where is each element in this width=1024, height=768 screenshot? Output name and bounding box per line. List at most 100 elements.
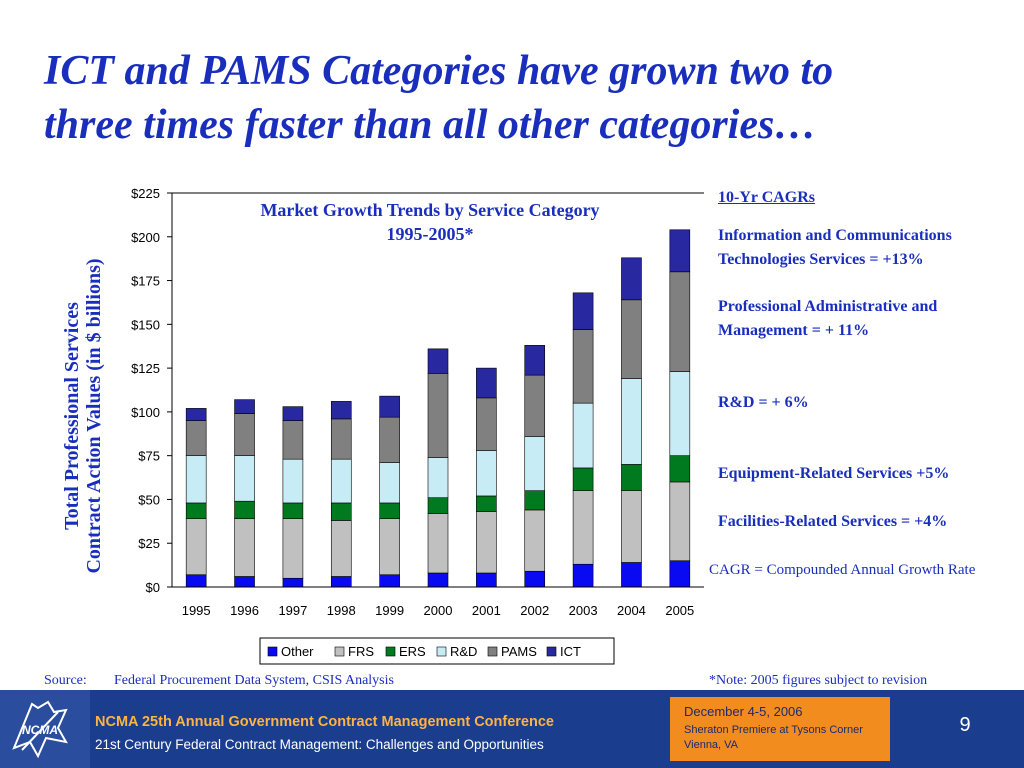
bar-other-2004	[621, 562, 642, 588]
bar-frs-1997	[282, 518, 304, 579]
bar-other-1995	[185, 574, 207, 588]
x-tick-label: 1995	[182, 603, 211, 618]
legend-swatch	[436, 646, 447, 657]
bar-ict-2004	[621, 257, 642, 301]
footer-bar: NCMA NCMA 25th Annual Government Contrac…	[0, 690, 1024, 768]
bar-frs-2005	[669, 481, 691, 562]
bar-other-2000	[427, 572, 449, 588]
bar-pams-2002	[524, 374, 546, 437]
bar-pams-1998	[330, 418, 352, 460]
source-text: Federal Procurement Data System, CSIS An…	[114, 673, 394, 688]
y-tick-label: $175	[131, 274, 160, 289]
bar-other-2001	[476, 572, 497, 588]
legend-label: FRS	[348, 644, 374, 659]
bar-other-2002	[524, 570, 546, 588]
bar-pams-1996	[234, 413, 255, 456]
bar-rd-1998	[330, 458, 352, 504]
y-tick-label: $100	[131, 405, 160, 420]
bar-pams-1999	[379, 416, 400, 463]
bar-pams-2003	[572, 329, 594, 404]
cagr-item-rd: R&D = + 6%	[718, 394, 809, 411]
slide-title-line-2: three times faster than all other catego…	[44, 102, 817, 148]
bar-other-1996	[234, 576, 255, 588]
bar-other-1999	[379, 574, 400, 588]
bar-other-2003	[572, 563, 594, 588]
bar-ict-1999	[379, 395, 400, 418]
revision-note: *Note: 2005 figures subject to revision	[709, 673, 928, 688]
x-tick-label: 1997	[278, 603, 307, 618]
bar-pams-1997	[282, 420, 304, 460]
bar-rd-2002	[524, 436, 546, 491]
ncma-logo-text: NCMA	[22, 723, 58, 737]
bar-ers-2002	[524, 490, 546, 511]
bar-ers-2003	[572, 467, 594, 491]
x-tick-label: 1999	[375, 603, 404, 618]
conference-title: NCMA 25th Annual Government Contract Man…	[95, 714, 554, 730]
y-tick-label: $50	[138, 492, 160, 507]
bar-ict-2002	[524, 345, 546, 376]
x-tick-label: 2004	[617, 603, 646, 618]
legend-label: Other	[281, 644, 314, 659]
bar-pams-2001	[476, 397, 497, 451]
bar-rd-1996	[234, 455, 255, 502]
slide-title: ICT and PAMS Categories have grown two t…	[44, 44, 1004, 152]
legend-swatch	[487, 646, 498, 657]
source-line: Source: Federal Procurement Data System, …	[44, 673, 394, 689]
cagr-item-ers: Equipment-Related Services +5%	[718, 465, 950, 482]
bar-other-1998	[330, 576, 352, 588]
slide-title-line-1: ICT and PAMS Categories have grown two t…	[44, 48, 834, 94]
bar-rd-1997	[282, 458, 304, 504]
y-tick-label: $0	[146, 580, 160, 595]
bar-ers-2000	[427, 497, 449, 514]
bar-ers-1996	[234, 500, 255, 520]
event-info-box: December 4-5, 2006 Sheraton Premiere at …	[670, 697, 890, 761]
venue-line-1: Sheraton Premiere at Tysons Corner	[684, 724, 863, 736]
source-label: Source:	[44, 673, 87, 688]
x-tick-label: 2000	[424, 603, 453, 618]
bar-rd-2004	[621, 378, 642, 465]
legend-swatch	[546, 646, 557, 657]
bar-ict-1998	[330, 401, 352, 420]
chart-title-line-2: 1995-2005*	[386, 224, 474, 244]
bar-pams-2004	[621, 299, 642, 379]
legend-swatch	[385, 646, 396, 657]
bar-frs-2003	[572, 490, 594, 565]
bar-rd-1999	[379, 462, 400, 504]
cagr-item-ict: Information and Communications Technolog…	[718, 227, 952, 268]
bar-ers-1995	[185, 502, 207, 520]
bar-ict-1997	[282, 406, 304, 421]
y-tick-label: $125	[131, 361, 160, 376]
bar-rd-2001	[476, 450, 497, 497]
legend-group: Other FRS ERS R&D PAMS ICT	[259, 637, 615, 665]
bar-rd-2000	[427, 457, 449, 498]
bar-frs-2002	[524, 509, 546, 572]
bar-ers-2001	[476, 495, 497, 513]
legend-label: ICT	[560, 644, 581, 659]
bar-frs-1996	[234, 518, 255, 577]
y-tick-label: $200	[131, 230, 160, 245]
x-tick-label: 2005	[665, 603, 694, 618]
legend-label: PAMS	[501, 644, 537, 659]
stacked-bar-chart: $0 $25 $50 $75 $100 $125 $150 $175 $200 $225 1995 1…	[131, 186, 704, 665]
bar-ers-1997	[282, 502, 304, 520]
bar-ers-2005	[669, 455, 691, 483]
venue-line-2: Vienna, VA	[684, 739, 739, 751]
bar-ers-1999	[379, 502, 400, 520]
legend-swatch	[334, 646, 345, 657]
legend-label: R&D	[450, 644, 477, 659]
bar-rd-2003	[572, 402, 594, 469]
bar-frs-1998	[330, 520, 352, 577]
bar-ict-2000	[427, 348, 449, 374]
bar-ict-2003	[572, 292, 594, 330]
y-tick-label: $150	[131, 317, 160, 332]
conference-subtitle: 21st Century Federal Contract Management…	[95, 737, 544, 752]
event-date: December 4-5, 2006	[684, 704, 803, 719]
cagr-heading: 10-Yr CAGRs	[718, 189, 816, 206]
y-tick-label: $75	[138, 449, 160, 464]
bar-ers-1998	[330, 502, 352, 521]
bar-pams-2005	[669, 271, 691, 372]
bar-other-2005	[669, 560, 691, 588]
bar-frs-2001	[476, 511, 497, 574]
bar-frs-1999	[379, 518, 400, 576]
bar-other-1997	[282, 577, 304, 588]
